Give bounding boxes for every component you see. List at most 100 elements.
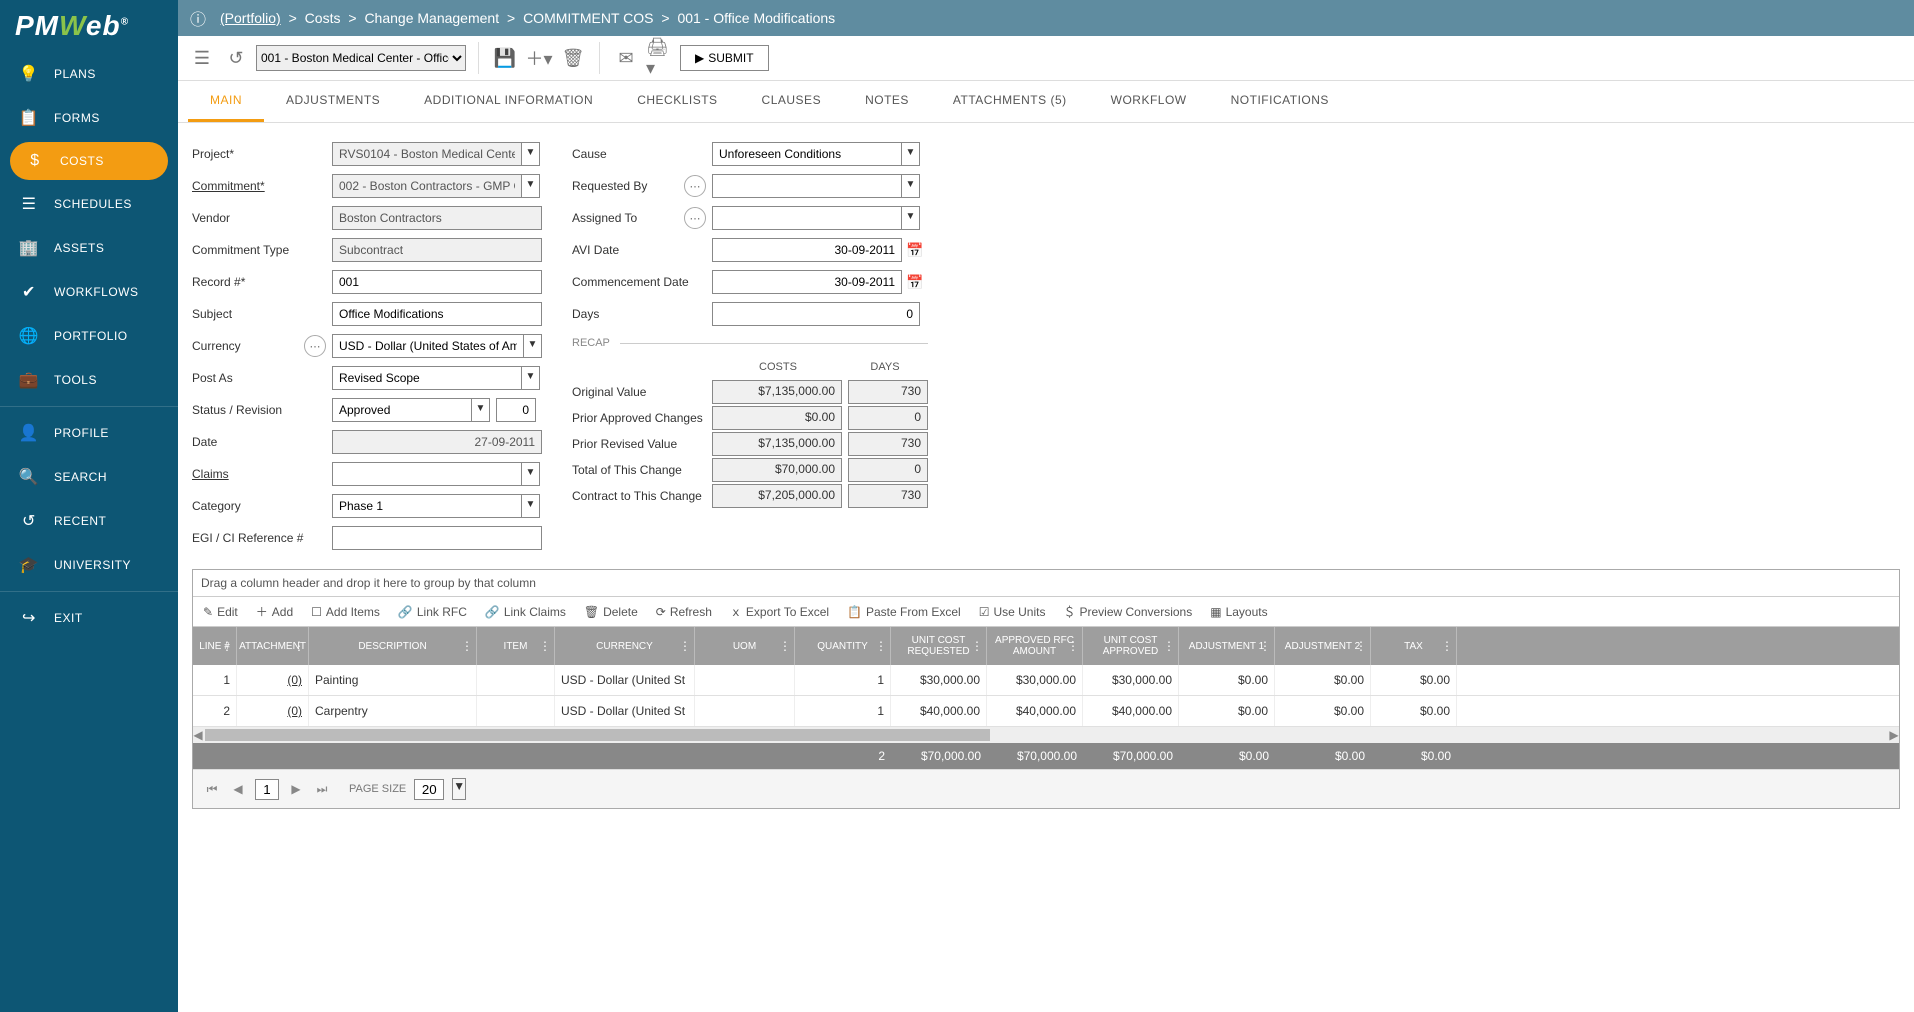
reqby-dd[interactable]: ▼ xyxy=(902,174,920,198)
breadcrumb-item[interactable]: (Portfolio) xyxy=(220,10,281,26)
currency-field[interactable] xyxy=(332,334,524,358)
days-field[interactable] xyxy=(712,302,920,326)
assigned-field[interactable] xyxy=(712,206,902,230)
reqby-field[interactable] xyxy=(712,174,902,198)
pager-page-input[interactable] xyxy=(255,779,279,800)
tab-notifications[interactable]: NOTIFICATIONS xyxy=(1209,81,1351,122)
postas-dd[interactable]: ▼ xyxy=(522,366,540,390)
tab-main[interactable]: MAIN xyxy=(188,81,264,122)
page-size-dd[interactable]: ▼ xyxy=(452,778,466,800)
sidebar-item-assets[interactable]: 🏢ASSETS xyxy=(0,226,178,270)
currency-dd[interactable]: ▼ xyxy=(524,334,542,358)
grid-header[interactable]: LINE #⋮ xyxy=(193,627,237,665)
egi-field[interactable] xyxy=(332,526,542,550)
list-icon[interactable]: ☰ xyxy=(188,44,216,72)
table-row[interactable]: 1(0)PaintingUSD - Dollar (United St1$30,… xyxy=(193,665,1899,696)
grid-tb-add-items[interactable]: ☐ Add Items xyxy=(311,605,380,619)
pager-first-icon[interactable]: ⏮ xyxy=(203,782,221,797)
history-icon[interactable]: ↺ xyxy=(222,44,250,72)
grid-header[interactable]: QUANTITY⋮ xyxy=(795,627,891,665)
grid-tb-link-claims[interactable]: 🔗 Link Claims xyxy=(485,605,566,619)
grid-header[interactable]: CURRENCY⋮ xyxy=(555,627,695,665)
tab-attachments-5-[interactable]: ATTACHMENTS (5) xyxy=(931,81,1089,122)
sidebar-item-plans[interactable]: 💡PLANS xyxy=(0,52,178,96)
grid-tb-add[interactable]: ＋ Add xyxy=(256,603,293,620)
assigned-dd[interactable]: ▼ xyxy=(902,206,920,230)
record-selector[interactable]: 001 - Boston Medical Center - Office xyxy=(256,45,466,71)
sidebar-item-profile[interactable]: 👤PROFILE xyxy=(0,411,178,455)
calendar-icon[interactable]: 📅 xyxy=(906,242,923,259)
sidebar-item-university[interactable]: 🎓UNIVERSITY xyxy=(0,543,178,587)
grid-tb-paste-from-excel[interactable]: 📋 Paste From Excel xyxy=(847,605,961,619)
add-icon[interactable]: ＋▾ xyxy=(525,44,553,72)
submit-button[interactable]: ▶ SUBMIT xyxy=(680,45,769,71)
project-dd[interactable]: ▼ xyxy=(522,142,540,166)
tab-adjustments[interactable]: ADJUSTMENTS xyxy=(264,81,402,122)
grid-tb-preview-conversions[interactable]: ＄ Preview Conversions xyxy=(1063,603,1192,620)
claims-dd[interactable]: ▼ xyxy=(522,462,540,486)
sidebar-item-costs[interactable]: $COSTS xyxy=(10,142,168,180)
pager-last-icon[interactable]: ⏭ xyxy=(313,782,331,797)
grid-tb-export-to-excel[interactable]: ｘ Export To Excel xyxy=(730,603,829,620)
sidebar-item-workflows[interactable]: ✔WORKFLOWS xyxy=(0,270,178,314)
date-field[interactable] xyxy=(332,430,542,454)
commitment-field[interactable] xyxy=(332,174,522,198)
grid-tb-edit[interactable]: ✎ Edit xyxy=(203,605,238,619)
subject-field[interactable] xyxy=(332,302,542,326)
status-field[interactable] xyxy=(332,398,472,422)
info-icon[interactable]: ⓘ xyxy=(190,6,206,30)
grid-group-bar[interactable]: Drag a column header and drop it here to… xyxy=(193,570,1899,597)
commitment-label[interactable]: Commitment* xyxy=(192,179,332,193)
attachment-link[interactable]: (0) xyxy=(287,673,302,687)
sidebar-item-portfolio[interactable]: 🌐PORTFOLIO xyxy=(0,314,178,358)
grid-header[interactable]: ITEM⋮ xyxy=(477,627,555,665)
tab-checklists[interactable]: CHECKLISTS xyxy=(615,81,739,122)
grid-tb-delete[interactable]: 🗑 Delete xyxy=(584,605,638,619)
delete-icon[interactable]: 🗑 xyxy=(559,44,587,72)
status-dd[interactable]: ▼ xyxy=(472,398,490,422)
save-icon[interactable]: 💾 xyxy=(491,44,519,72)
grid-header[interactable]: APPROVED RFC AMOUNT⋮ xyxy=(987,627,1083,665)
grid-header[interactable]: DESCRIPTION⋮ xyxy=(309,627,477,665)
grid-tb-use-units[interactable]: ☑ Use Units xyxy=(979,605,1046,619)
grid-header[interactable]: UNIT COST REQUESTED⋮ xyxy=(891,627,987,665)
reqby-more-icon[interactable]: ⋯ xyxy=(684,175,706,197)
attachment-link[interactable]: (0) xyxy=(287,704,302,718)
tab-workflow[interactable]: WORKFLOW xyxy=(1089,81,1209,122)
table-row[interactable]: 2(0)CarpentryUSD - Dollar (United St1$40… xyxy=(193,696,1899,727)
tab-notes[interactable]: NOTES xyxy=(843,81,931,122)
tab-clauses[interactable]: CLAUSES xyxy=(740,81,844,122)
pager-prev-icon[interactable]: ◀ xyxy=(229,782,247,796)
record-field[interactable] xyxy=(332,270,542,294)
sidebar-item-search[interactable]: 🔍SEARCH xyxy=(0,455,178,499)
category-dd[interactable]: ▼ xyxy=(522,494,540,518)
postas-field[interactable] xyxy=(332,366,522,390)
avi-field[interactable] xyxy=(712,238,902,262)
sidebar-item-recent[interactable]: ↺RECENT xyxy=(0,499,178,543)
cause-field[interactable] xyxy=(712,142,902,166)
grid-header[interactable]: UOM⋮ xyxy=(695,627,795,665)
grid-header[interactable]: ADJUSTMENT 1⋮ xyxy=(1179,627,1275,665)
sidebar-item-schedules[interactable]: ☰SCHEDULES xyxy=(0,182,178,226)
grid-header[interactable]: ADJUSTMENT 2⋮ xyxy=(1275,627,1371,665)
grid-tb-refresh[interactable]: ⟳ Refresh xyxy=(656,605,712,619)
sidebar-item-tools[interactable]: 💼TOOLS xyxy=(0,358,178,402)
horizontal-scrollbar[interactable]: ◀▶ xyxy=(193,727,1899,743)
revision-field[interactable] xyxy=(496,398,536,422)
claims-field[interactable] xyxy=(332,462,522,486)
email-icon[interactable]: ✉ xyxy=(612,44,640,72)
currency-more-icon[interactable]: ⋯ xyxy=(304,335,326,357)
grid-header[interactable]: ATTACHMENT⋮ xyxy=(237,627,309,665)
cause-dd[interactable]: ▼ xyxy=(902,142,920,166)
comm-field[interactable] xyxy=(712,270,902,294)
sidebar-item-forms[interactable]: 📋FORMS xyxy=(0,96,178,140)
category-field[interactable] xyxy=(332,494,522,518)
calendar-icon[interactable]: 📅 xyxy=(906,274,923,291)
sidebar-item-exit[interactable]: ↪EXIT xyxy=(0,596,178,640)
tab-additional-information[interactable]: ADDITIONAL INFORMATION xyxy=(402,81,615,122)
commitment-dd[interactable]: ▼ xyxy=(522,174,540,198)
grid-tb-link-rfc[interactable]: 🔗 Link RFC xyxy=(398,605,467,619)
claims-label[interactable]: Claims xyxy=(192,467,332,481)
grid-tb-layouts[interactable]: ▦ Layouts xyxy=(1210,605,1267,619)
grid-header[interactable]: TAX⋮ xyxy=(1371,627,1457,665)
